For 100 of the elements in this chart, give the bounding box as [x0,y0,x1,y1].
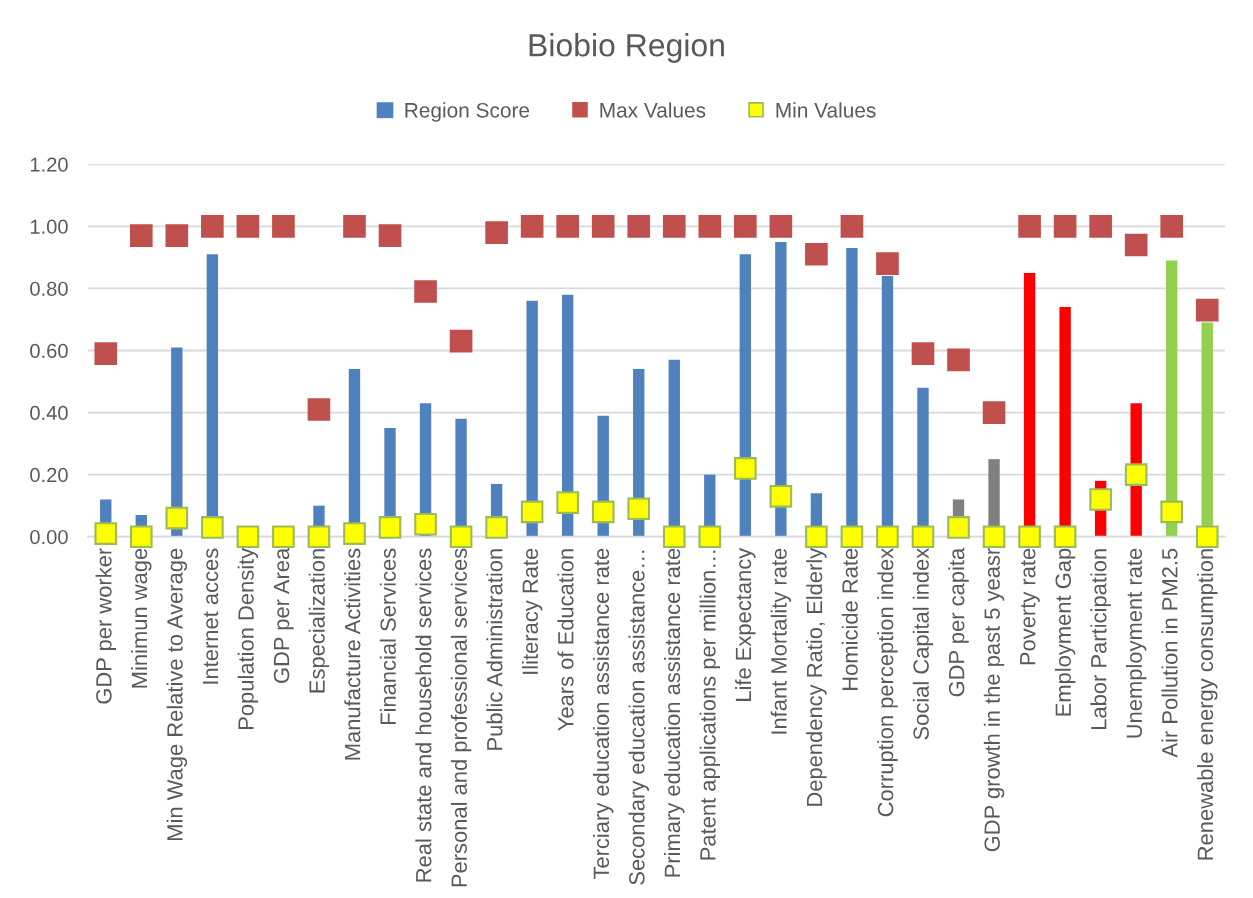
point [307,398,331,421]
point [343,522,366,545]
point [876,525,899,549]
point [1053,525,1077,549]
x-tick-label: Manufacture Activities [344,548,361,760]
point [449,525,473,549]
point [307,525,331,549]
point [94,522,118,545]
point [343,215,366,238]
point [165,506,189,530]
point [1018,525,1041,549]
y-tick-label: 0.00 [30,529,68,545]
bar [526,300,538,537]
point [982,401,1006,424]
x-tick-label: Air Pollution in PM2.5 [1161,548,1178,758]
point [769,485,793,508]
point [627,497,651,521]
point [698,525,722,549]
y-tick-label: 0.60 [30,343,68,358]
y-tick-label: 0.40 [30,405,68,421]
point [947,348,970,372]
point [201,516,224,539]
x-tick-label: Social Capital index [912,548,934,740]
y-tick-label: 0.80 [30,281,68,296]
point [840,525,864,549]
point [805,242,828,266]
point [129,525,153,549]
point [378,516,402,539]
point [378,224,402,247]
point [556,215,579,238]
legend-label: Max Values [600,102,706,118]
x-tick-label: Unemployment rate [1125,548,1147,738]
point [911,525,935,549]
x-tick-label: Iliteracy Rate [521,548,543,674]
bar [775,241,787,537]
y-tick-label: 1.20 [30,157,68,172]
point [449,329,473,353]
point [414,280,437,303]
x-tick-label: Min Wage Relative to Average [166,548,188,840]
x-tick-label: Dependency Ratio, Elderly [806,547,827,806]
point [1089,215,1112,238]
point [272,525,295,549]
point [1195,525,1219,549]
x-tick-label: Homicide Rate [841,548,858,690]
point [1053,215,1077,238]
x-tick-label: Personal and professional services [450,548,472,887]
point [982,525,1006,549]
y-tick-label: 0.20 [30,467,68,483]
x-tick-label: Poverty rate [1020,548,1040,665]
x-tick-label: Employment Gap [1054,548,1076,716]
point [1160,500,1184,524]
x-tick-label: Primary education assistance rate [664,548,685,877]
point [698,215,722,238]
point [911,342,935,365]
point [201,215,224,238]
point [734,457,757,480]
point [947,516,970,539]
x-tick-label: Secondary education assistance… [628,550,649,885]
point [1195,298,1219,322]
point [236,525,260,549]
x-tick-label: GDP per capita [948,547,969,697]
x-tick-label: Internet acces [202,548,219,684]
point [236,215,260,238]
x-tick-label: Especialization [308,549,330,693]
point [1124,233,1148,257]
legend-label: Min Values [776,102,876,118]
x-tick-label: Patent applications per million… [699,550,721,860]
x-tick-label: Years of Education [557,549,574,731]
point [165,224,189,247]
point [1124,463,1148,486]
point [1018,215,1041,238]
x-tick-label: Financial Services [379,548,396,725]
x-tick-label: Public Administration [486,549,503,750]
x-tick-label: Real state and household services [415,548,432,882]
point [94,342,118,365]
point [805,525,828,549]
legend-label: Region Score [405,102,530,122]
point [876,252,899,275]
point [662,215,686,238]
point [840,215,864,238]
x-tick-label: Life Expectancy [735,547,756,701]
y-tick-label: 1.00 [30,219,68,234]
x-tick-label: Terciary education assistance rate [592,548,614,880]
point [734,215,757,238]
point [414,512,437,536]
point [129,224,153,247]
point [591,215,615,238]
x-tick-label: Minimun wage [131,548,152,688]
point [627,215,651,238]
x-tick-label: Renewable energy consumption [1197,549,1218,860]
x-tick-label: GDP per Area [273,547,294,683]
point [662,525,686,549]
point [591,500,615,524]
point [485,516,508,539]
x-tick-label: GDP growth in the past 5 yeasr [983,548,1005,852]
x-tick-label: Corruption perception index [877,548,898,817]
point [485,221,508,244]
x-tick-label: Population Density [237,547,259,729]
point [769,215,793,238]
point [520,215,544,238]
